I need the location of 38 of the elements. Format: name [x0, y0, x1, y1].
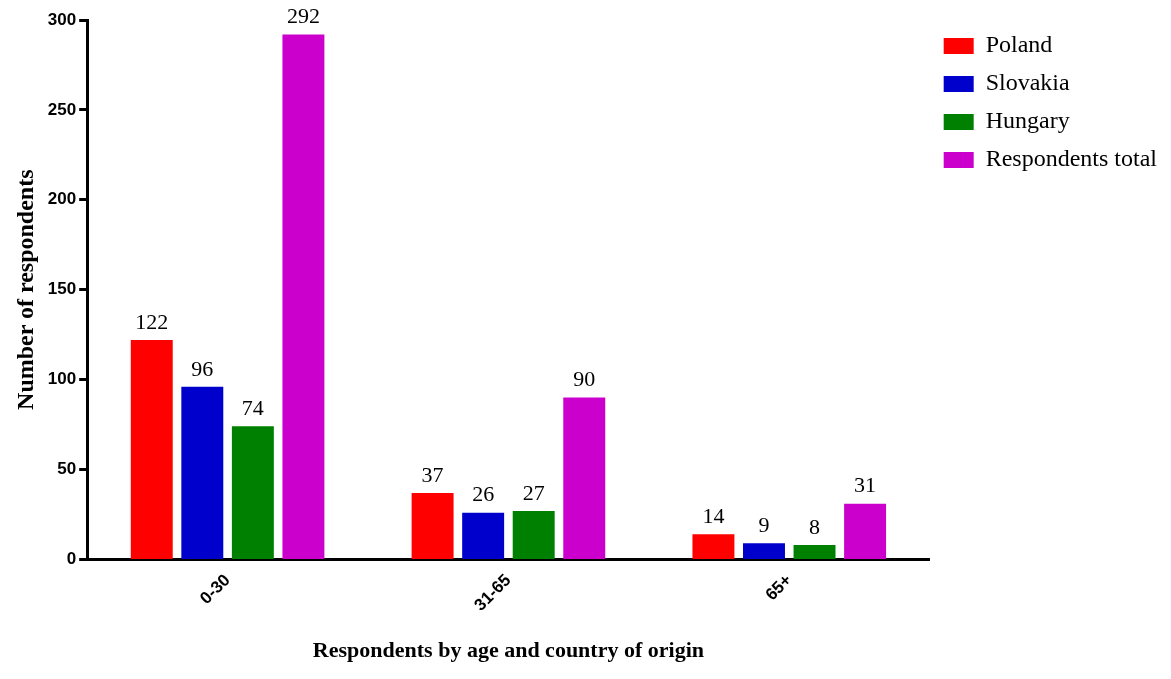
y-tick-label: 300 — [47, 9, 77, 29]
data-label: 26 — [472, 481, 495, 507]
data-label: 31 — [854, 472, 877, 498]
bar — [692, 534, 735, 559]
legend-label: Slovakia — [985, 69, 1071, 96]
data-label: 37 — [421, 461, 444, 487]
y-tick-label: 200 — [47, 189, 77, 209]
data-label: 90 — [573, 366, 596, 392]
bar — [512, 510, 555, 559]
bar — [793, 545, 836, 559]
bar — [563, 397, 606, 559]
y-tick-label: 0 — [66, 549, 77, 569]
y-tick-label: 250 — [47, 99, 77, 119]
bar — [130, 340, 173, 559]
data-label: 9 — [758, 512, 770, 538]
bar — [231, 426, 274, 559]
data-label: 74 — [241, 395, 264, 421]
legend-label: Hungary — [985, 107, 1070, 134]
y-axis-title: Number of respondents — [11, 169, 38, 410]
y-tick-label: 150 — [47, 279, 77, 299]
data-label: 96 — [191, 355, 214, 381]
data-label: 122 — [135, 308, 169, 334]
bar — [282, 34, 325, 559]
data-label: 8 — [809, 513, 821, 539]
y-tick-label: 50 — [57, 459, 77, 479]
legend-label: Poland — [985, 31, 1053, 58]
x-tick-label: 65+ — [761, 570, 796, 605]
bar — [743, 543, 785, 559]
bar — [411, 492, 454, 559]
data-label: 292 — [286, 3, 320, 29]
data-label: 27 — [522, 479, 545, 505]
y-tick-label: 100 — [47, 369, 77, 389]
x-axis-title: Respondents by age and country of origin — [312, 637, 704, 663]
bar — [181, 386, 224, 559]
data-label: 14 — [702, 503, 725, 529]
bar — [462, 512, 505, 559]
bar — [844, 503, 887, 559]
legend-label: Respondents total — [985, 145, 1158, 172]
